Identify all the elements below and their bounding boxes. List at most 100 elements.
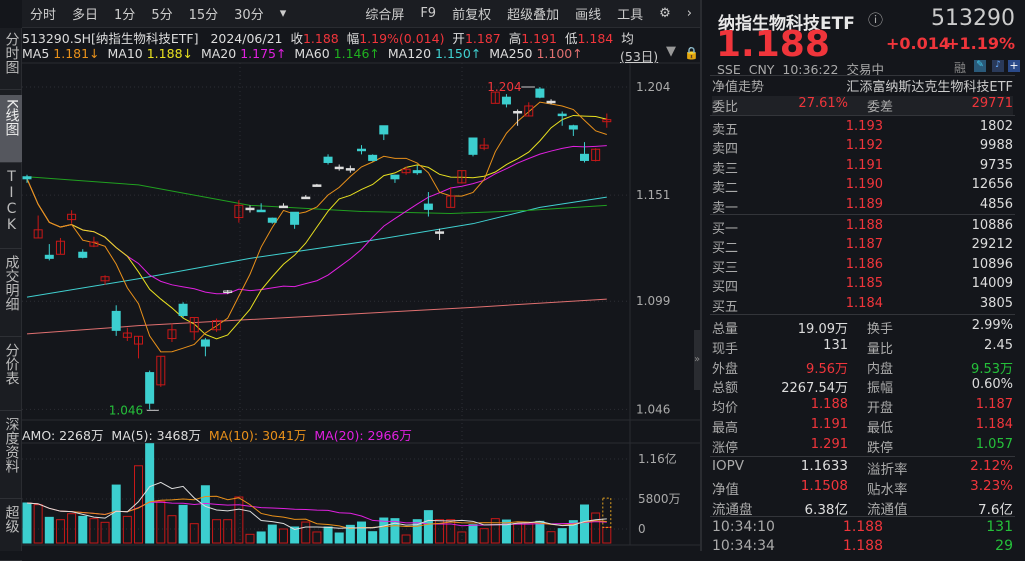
add-icon[interactable]: + (1008, 59, 1020, 72)
volume-bar (67, 513, 77, 544)
overlay-button[interactable]: 超级叠加 (507, 8, 560, 23)
tab-5min[interactable]: 5分 (151, 8, 173, 23)
candle-up (591, 148, 601, 161)
y-tick-label: 1.151 (636, 188, 670, 202)
chevron-right-icon[interactable]: › (686, 6, 692, 21)
volume-bar (22, 502, 32, 544)
security-name: 纳指生物科技ETF (718, 14, 855, 34)
ma-value: 1.100↑ (536, 46, 583, 61)
sidebar-trades[interactable]: 成交明细 (0, 251, 22, 337)
candle-up (122, 332, 132, 338)
volume-bar (189, 523, 199, 544)
stat-row: 净值 1.1508 贴水率 3.23% (712, 477, 1013, 498)
lock-icon[interactable]: 🔒 (684, 46, 699, 60)
volume-bar (446, 519, 456, 544)
sidebar-fenshi[interactable]: 分时图 (0, 28, 22, 90)
volume-bar (167, 515, 177, 544)
ma-value: 1.150↑ (435, 46, 482, 61)
sidebar-kline[interactable]: K线图 (0, 95, 22, 163)
edit-icon[interactable]: ✎ (974, 60, 986, 72)
volume-bar (234, 496, 244, 544)
candle-down (111, 310, 121, 331)
volume-bar (111, 484, 121, 544)
candle-down (256, 209, 266, 213)
candle-down (44, 254, 54, 259)
volume-bar (535, 520, 545, 544)
volume-bar (513, 523, 523, 544)
candle-up (223, 290, 233, 293)
kline-chart[interactable]: 1.204 1.151 1.099 1.046 1.16亿 5800万 0 1.204 1.04… (0, 0, 700, 551)
volume-bar (223, 519, 233, 544)
tab-1min[interactable]: 1分 (114, 8, 136, 23)
stat-row: 最高 1.191 最低 1.184 (712, 417, 1013, 436)
tab-fenshi[interactable]: 分时 (30, 8, 57, 23)
volume-bar (457, 531, 467, 544)
margin-badge: 融 (954, 61, 967, 75)
candle-down (245, 207, 255, 211)
volume-bar (479, 528, 489, 544)
candle-down (145, 372, 155, 404)
orderbook-row[interactable]: 卖四 1.192 9988 (712, 138, 1013, 158)
volume-bar (122, 515, 132, 544)
ma-label: MA250 (489, 46, 533, 61)
candle-up (524, 105, 534, 117)
candle-up (134, 335, 143, 345)
period-dropdown-icon[interactable]: ▼ (666, 44, 676, 59)
f9-button[interactable]: F9 (420, 6, 437, 21)
tools-button[interactable]: 工具 (617, 8, 644, 23)
candle-up (100, 276, 110, 282)
volume-bar (412, 519, 422, 544)
candle-up (189, 317, 199, 333)
order-ratio-row: 委比 27.61% 委差 29771 (712, 96, 1013, 115)
candle-up (89, 241, 99, 247)
orderbook-row[interactable]: 卖五 1.193 1802 (712, 119, 1013, 138)
orderbook-row[interactable]: 买四 1.185 14009 (712, 276, 1013, 296)
tab-30min[interactable]: 30分 (234, 8, 264, 23)
ma60-line (26, 176, 607, 214)
sidebar-super[interactable]: 超级 (0, 501, 22, 561)
sidebar-tick[interactable]: TICK (0, 165, 22, 249)
volume-legend: AMO: 2268万 MA(5): 3468万 MA(10): 3041万 MA… (22, 428, 412, 443)
stat-row: 流通盘 6.38亿 流通值 7.6亿 (712, 501, 1013, 518)
ma10-line (26, 114, 607, 340)
expand-icon[interactable]: » (694, 330, 702, 390)
nav-row[interactable]: 净值走势 汇添富纳斯达克生物科技ETF (712, 80, 1013, 95)
volume-bar (368, 531, 378, 544)
ma-value: 1.181↓ (53, 46, 100, 61)
period-count[interactable]: (53日) (620, 49, 659, 64)
orderbook-row[interactable]: 买三 1.186 10896 (712, 256, 1013, 276)
candle-down (290, 211, 300, 225)
candle-up (212, 320, 222, 331)
sidebar-depth[interactable]: 深度资料 (0, 413, 22, 499)
tab-duori[interactable]: 多日 (72, 8, 99, 23)
adjust-button[interactable]: 前复权 (452, 8, 492, 23)
volume-bar (256, 531, 266, 544)
volume-bar (557, 528, 567, 544)
orderbook-row[interactable]: 买五 1.184 3805 (712, 295, 1013, 315)
volume-bar (178, 504, 188, 544)
composite-screen-button[interactable]: 综合屏 (365, 8, 405, 23)
low-price-label: 1.046 (109, 403, 143, 417)
ma-label: MA5 (22, 46, 50, 61)
orderbook-row[interactable]: 买一 1.188 10886 (712, 218, 1013, 237)
candle-down (178, 303, 188, 316)
ma-value: 1.188↓ (146, 46, 193, 61)
candle-down (278, 205, 288, 209)
candle-down (312, 184, 322, 187)
orderbook-row[interactable]: 卖三 1.191 9735 (712, 157, 1013, 177)
volume-bar (379, 517, 389, 544)
gear-icon[interactable]: ⚙ (659, 6, 671, 21)
volume-bar (357, 521, 366, 544)
orderbook-row[interactable]: 卖一 1.189 4856 (712, 196, 1013, 216)
volume-bar (245, 533, 255, 544)
draw-button[interactable]: 画线 (575, 8, 602, 23)
sidebar-price-table[interactable]: 分价表 (0, 339, 22, 411)
tab-15min[interactable]: 15分 (188, 8, 219, 23)
orderbook-row[interactable]: 卖二 1.190 12656 (712, 177, 1013, 197)
orderbook-row[interactable]: 买二 1.187 29212 (712, 237, 1013, 257)
candle-down (334, 166, 344, 170)
bell-icon[interactable]: ♪ (992, 60, 1004, 72)
info-icon[interactable]: ⓘ (868, 11, 884, 29)
volume-bar (401, 534, 411, 544)
period-dropdown-icon[interactable]: ▾ (279, 6, 287, 21)
